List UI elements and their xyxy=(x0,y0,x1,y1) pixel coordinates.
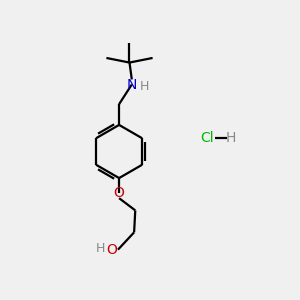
Text: Cl: Cl xyxy=(200,130,214,145)
Text: H: H xyxy=(96,242,105,255)
Text: N: N xyxy=(127,77,137,92)
Text: O: O xyxy=(114,186,124,200)
Text: O: O xyxy=(106,243,117,257)
Text: H: H xyxy=(140,80,149,93)
Text: H: H xyxy=(226,130,236,145)
